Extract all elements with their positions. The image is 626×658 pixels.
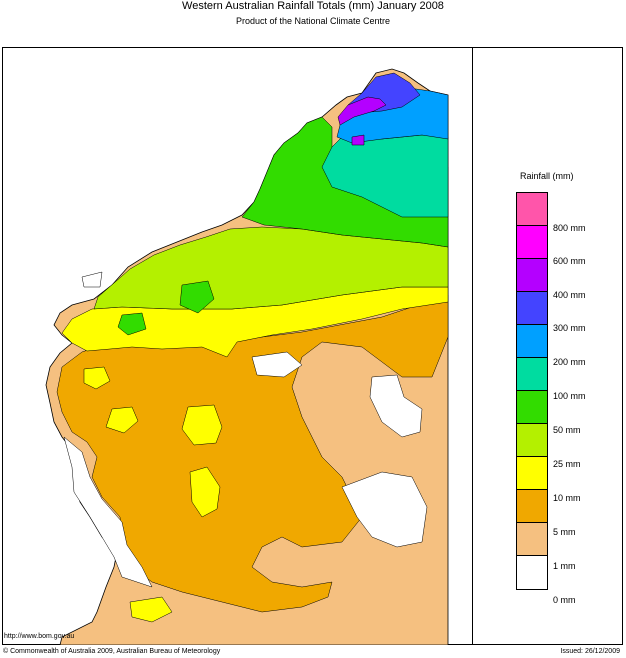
legend-swatch-50-100 [517,391,547,424]
legend-label-600: 600 mm [553,256,586,266]
legend-swatch-300-400 [517,292,547,325]
legend-swatch-400-600 [517,259,547,292]
legend-swatch-25-50 [517,424,547,457]
legend-label-10: 10 mm [553,493,581,503]
issued-date: Issued: 26/12/2009 [560,648,620,655]
legend-swatch-10-25 [517,457,547,490]
rain-0mm-northwest [81,271,103,288]
rain-50mm-blob-2 [117,312,147,336]
legend-label-1: 1 mm [553,561,576,571]
map-title: Western Australian Rainfall Totals (mm) … [182,0,444,12]
rain-10mm-blob-1 [105,406,139,434]
legend-label-5: 5 mm [553,527,576,537]
legend-label-200: 200 mm [553,357,586,367]
legend-swatch-600-800 [517,226,547,259]
legend-label-400: 400 mm [553,290,586,300]
legend-swatch-0-1 [517,556,547,589]
legend-divider [472,47,473,645]
rain-10mm-blob-5 [129,596,173,623]
rain-10mm-blob-3 [189,466,221,518]
legend-label-100: 100 mm [553,391,586,401]
legend-label-800: 800 mm [553,223,586,233]
rain-400mm-blob [351,134,365,146]
copyright-text: © Commonwealth of Australia 2009, Austra… [3,648,221,655]
rain-0mm-southwest [63,436,153,588]
rain-0mm-east [369,374,423,438]
rain-400mm-zone [337,96,387,126]
legend-swatch-5-10 [517,490,547,523]
rain-10mm-blob-4 [83,366,111,390]
legend-swatch-800-plus [517,193,547,226]
legend-swatch-200-300 [517,325,547,358]
rain-0mm-central [251,351,303,378]
legend-swatch-1-5 [517,523,547,556]
rainfall-map [45,68,449,645]
rain-5mm-zone [56,294,449,613]
legend-title: Rainfall (mm) [520,171,574,181]
legend-swatch-100-200 [517,358,547,391]
map-subtitle: Product of the National Climate Centre [235,16,391,26]
legend-swatches [516,192,548,590]
rain-0mm-southeast [341,471,428,548]
legend-label-50: 50 mm [553,425,581,435]
bom-link[interactable]: http://www.bom.gov.au [4,633,75,640]
legend-label-25: 25 mm [553,459,581,469]
rain-50mm-blob-1 [179,280,215,314]
rain-10mm-blob-2 [181,404,223,446]
legend-label-300: 300 mm [553,323,586,333]
legend-label-0: 0 mm [553,595,576,605]
